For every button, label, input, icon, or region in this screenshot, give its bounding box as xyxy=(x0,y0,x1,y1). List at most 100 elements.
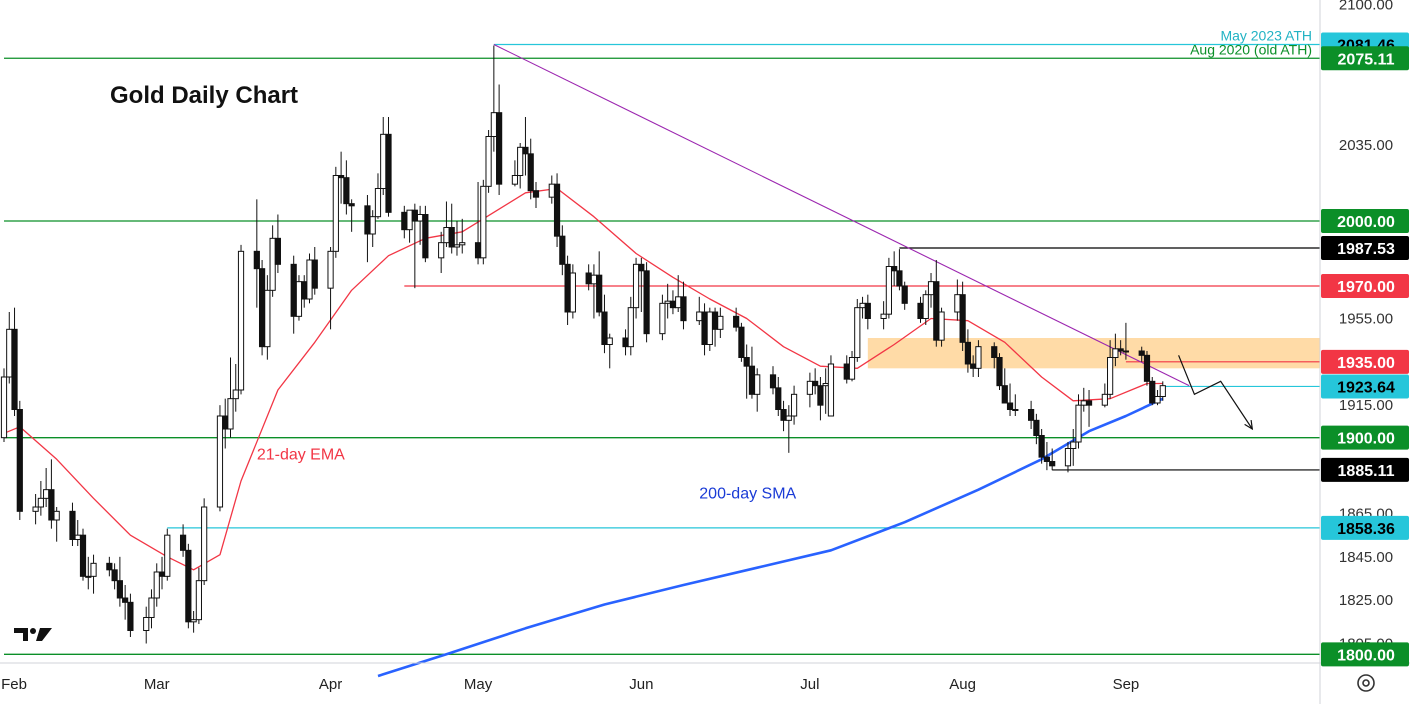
gear-icon[interactable] xyxy=(1357,674,1375,692)
candle-2023-08-01[interactable] xyxy=(959,281,966,351)
candle-2023-08-04[interactable] xyxy=(975,340,982,377)
candle-2023-07-07[interactable] xyxy=(827,355,835,417)
candle-2023-02-28[interactable] xyxy=(148,589,155,629)
candle-2023-05-08[interactable] xyxy=(511,160,519,187)
candle-2023-08-02[interactable] xyxy=(964,329,971,373)
candle-2023-07-19[interactable] xyxy=(891,251,898,286)
candle-2023-08-31[interactable] xyxy=(1117,340,1124,356)
candle-2023-06-14[interactable] xyxy=(706,307,713,351)
candle-2023-08-17[interactable] xyxy=(1043,442,1051,471)
candle-2023-05-26[interactable] xyxy=(606,333,613,369)
candle-2023-08-25[interactable] xyxy=(1085,390,1093,427)
candle-2023-06-29[interactable] xyxy=(785,405,792,453)
price-badge-1970.00[interactable]: 1970.00 xyxy=(1321,274,1409,298)
candle-2023-07-17[interactable] xyxy=(880,301,887,330)
candle-2023-02-03[interactable] xyxy=(16,400,23,520)
candle-2023-03-15[interactable] xyxy=(227,357,234,438)
candle-2023-08-08[interactable] xyxy=(996,353,1003,390)
candle-2023-06-27[interactable] xyxy=(775,377,782,416)
candle-2023-07-28[interactable] xyxy=(938,307,945,347)
candle-2023-08-21[interactable] xyxy=(1064,442,1072,473)
candle-2023-05-09[interactable] xyxy=(517,143,524,189)
sma-200-line[interactable] xyxy=(377,397,1164,678)
candle-2023-03-17[interactable] xyxy=(237,244,245,395)
candle-2023-03-20[interactable] xyxy=(253,199,260,308)
candle-2023-06-23[interactable] xyxy=(754,368,761,412)
candle-2023-06-09[interactable] xyxy=(680,281,687,330)
candle-2023-04-28[interactable] xyxy=(459,218,466,254)
candle-2023-03-06[interactable] xyxy=(179,524,187,557)
candle-2023-02-10[interactable] xyxy=(53,507,60,542)
candle-2023-04-04[interactable] xyxy=(332,166,339,258)
candle-2023-09-01[interactable] xyxy=(1122,322,1130,360)
candle-2023-07-11[interactable] xyxy=(848,351,856,382)
candle-2023-09-07[interactable] xyxy=(1154,390,1161,406)
price-badge-1900.00[interactable]: 1900.00 xyxy=(1321,425,1409,450)
candle-2023-08-07[interactable] xyxy=(991,342,998,369)
candle-2023-07-03[interactable] xyxy=(806,372,813,408)
candle-2023-04-21[interactable] xyxy=(422,205,429,263)
candle-2023-03-03[interactable] xyxy=(164,528,171,581)
price-badge-1923.64[interactable]: 1923.64 xyxy=(1321,374,1409,399)
price-badge-1858.36[interactable]: 1858.36 xyxy=(1321,515,1409,540)
candle-2023-08-23[interactable] xyxy=(1075,394,1082,449)
candle-2023-02-21[interactable] xyxy=(111,563,118,590)
candle-2023-03-30[interactable] xyxy=(306,253,313,304)
candle-2023-03-21[interactable] xyxy=(258,260,266,356)
candle-2023-02-15[interactable] xyxy=(79,528,87,581)
candle-2023-03-09[interactable] xyxy=(195,567,202,624)
candle-2023-07-25[interactable] xyxy=(922,290,929,325)
candle-2023-04-05[interactable] xyxy=(338,151,345,204)
candle-2023-02-06[interactable] xyxy=(32,494,39,525)
candle-2023-03-31[interactable] xyxy=(311,247,318,295)
candle-2023-07-12[interactable] xyxy=(854,299,861,362)
candle-2023-05-02[interactable] xyxy=(480,179,487,265)
candle-2023-06-05[interactable] xyxy=(659,294,666,341)
candle-2023-05-11[interactable] xyxy=(527,138,534,200)
price-badge-2075.11[interactable]: 2075.11 xyxy=(1321,46,1409,71)
candle-2023-03-13[interactable] xyxy=(216,405,224,512)
candle-2023-05-17[interactable] xyxy=(559,225,566,276)
candle-2023-05-05[interactable] xyxy=(496,84,503,196)
candle-2023-08-11[interactable] xyxy=(1012,394,1019,416)
price-badge-1935.00[interactable]: 1935.00 xyxy=(1321,349,1409,374)
candle-2023-04-24[interactable] xyxy=(438,231,445,273)
candle-2023-03-28[interactable] xyxy=(295,275,303,321)
candle-2023-04-07[interactable] xyxy=(348,199,355,232)
candle-2023-09-04[interactable] xyxy=(1138,346,1145,362)
candle-2023-07-21[interactable] xyxy=(901,281,908,310)
candle-2023-06-28[interactable] xyxy=(780,400,787,432)
candle-2023-08-29[interactable] xyxy=(1107,340,1114,399)
candle-2023-03-22[interactable] xyxy=(264,275,271,360)
candle-2023-08-28[interactable] xyxy=(1101,383,1108,408)
candle-2023-02-22[interactable] xyxy=(116,556,123,607)
candle-2023-04-12[interactable] xyxy=(374,173,382,219)
candle-2023-08-15[interactable] xyxy=(1033,413,1040,445)
candle-2023-04-11[interactable] xyxy=(369,210,376,247)
candle-2023-05-12[interactable] xyxy=(532,182,540,208)
candle-2023-05-25[interactable] xyxy=(601,294,608,354)
candle-2023-06-01[interactable] xyxy=(638,257,645,312)
candle-2023-08-10[interactable] xyxy=(1006,383,1014,417)
candle-2023-05-03[interactable] xyxy=(485,130,492,193)
candle-2023-03-16[interactable] xyxy=(232,364,239,412)
candle-2023-05-10[interactable] xyxy=(522,117,529,176)
candle-2023-06-20[interactable] xyxy=(738,322,745,362)
candle-2023-07-14[interactable] xyxy=(864,294,871,330)
candle-2023-02-24[interactable] xyxy=(127,593,134,637)
candle-2023-06-21[interactable] xyxy=(743,344,750,399)
candle-2023-03-10[interactable] xyxy=(201,498,208,585)
candle-2023-01-31[interactable] xyxy=(0,368,8,442)
candle-2023-03-24[interactable] xyxy=(274,214,281,274)
candle-2023-09-05[interactable] xyxy=(1143,351,1151,386)
price-badge-1987.53[interactable]: 1987.53 xyxy=(1321,236,1409,261)
candle-2023-08-18[interactable] xyxy=(1049,448,1056,471)
candle-2023-05-31[interactable] xyxy=(632,257,640,319)
candle-2023-02-17[interactable] xyxy=(90,554,97,594)
candle-2023-02-23[interactable] xyxy=(122,585,129,620)
candle-2023-09-08[interactable] xyxy=(1159,381,1166,401)
candle-2023-02-20[interactable] xyxy=(106,556,113,577)
price-badge-2000.00[interactable]: 2000.00 xyxy=(1321,209,1409,233)
candle-2023-07-18[interactable] xyxy=(885,257,892,319)
candle-2023-07-27[interactable] xyxy=(933,260,940,347)
